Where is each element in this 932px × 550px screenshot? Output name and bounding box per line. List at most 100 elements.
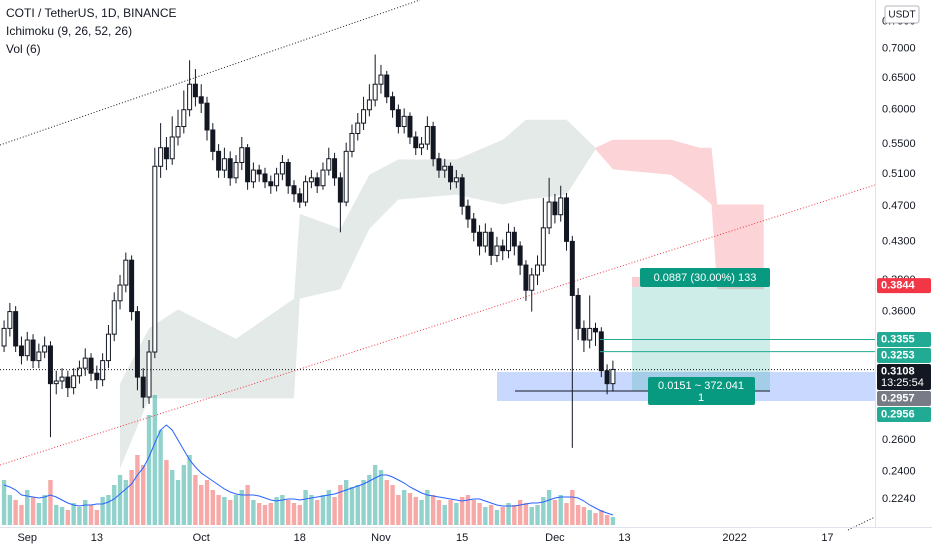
x-tick-label: Dec xyxy=(545,532,565,544)
y-tick-label: 0.5500 xyxy=(882,138,916,150)
candle-body xyxy=(314,177,320,187)
volume-bar xyxy=(181,465,187,525)
candle-body xyxy=(552,201,558,216)
candle-body xyxy=(419,143,425,149)
candle-body xyxy=(42,345,48,353)
cloud-bearish xyxy=(595,139,764,290)
candle-body xyxy=(436,158,442,171)
candle-body xyxy=(297,193,303,203)
candle-body xyxy=(378,74,384,85)
volume-bar xyxy=(117,475,123,525)
candle-body xyxy=(279,161,285,175)
candle-body xyxy=(401,115,407,128)
volume-bar xyxy=(593,513,598,525)
volume-bar xyxy=(367,475,372,525)
target-text: 0.0887 (30.00%) 133 xyxy=(654,272,757,284)
volume-bar xyxy=(141,465,146,525)
candle-body xyxy=(129,259,135,313)
volume-bar xyxy=(465,495,471,525)
countdown: 13:25:54 xyxy=(881,377,924,389)
volume-bar xyxy=(193,475,198,525)
volume-bar xyxy=(442,505,447,525)
volume-bar xyxy=(419,500,424,525)
volume-bar xyxy=(535,505,540,525)
candle-body xyxy=(256,169,262,175)
candle-body xyxy=(448,165,454,183)
candle-body xyxy=(395,109,401,128)
volume-bar xyxy=(390,485,395,525)
candle-body xyxy=(413,136,419,149)
volume-bar xyxy=(187,455,192,525)
candle-body xyxy=(192,83,198,98)
volume-bar xyxy=(407,493,413,525)
volume-bar xyxy=(558,495,563,525)
candle-body xyxy=(274,173,280,187)
volume-bar xyxy=(343,480,349,525)
symbol-title: COTI / TetherUS, 1D, BINANCE xyxy=(6,6,177,20)
x-tick-label: 17 xyxy=(821,532,833,544)
candle-body xyxy=(71,375,77,389)
y-tick-label: 0.4700 xyxy=(882,200,916,212)
candle-body xyxy=(569,240,575,296)
volume-bar xyxy=(355,485,360,525)
volume-bar xyxy=(42,495,47,525)
candle-body xyxy=(198,96,204,104)
volume-bar xyxy=(129,470,134,525)
volume-bar xyxy=(262,505,268,525)
candle-body xyxy=(482,231,488,247)
volume-bar xyxy=(349,487,355,525)
volume-bar xyxy=(83,500,88,525)
volume-bar xyxy=(471,500,476,525)
volume-bar xyxy=(512,505,517,525)
candle-body xyxy=(349,132,355,152)
candle-body xyxy=(593,327,599,333)
candle-body xyxy=(587,327,593,341)
volume-bar xyxy=(239,490,244,525)
volume-bar xyxy=(251,500,256,525)
x-tick-label: 2022 xyxy=(722,532,746,544)
volume-bar xyxy=(517,500,523,525)
volume-bar xyxy=(1,480,7,525)
candle-body xyxy=(169,136,175,160)
candle-body xyxy=(366,99,372,111)
candle-body xyxy=(453,177,459,183)
candle-body xyxy=(343,150,349,203)
price-label: 0.3108 xyxy=(881,365,915,377)
volume-bar xyxy=(459,497,465,525)
y-tick-label: 0.7000 xyxy=(882,43,916,55)
y-tick-label: 0.3600 xyxy=(882,305,916,317)
ichimoku-cloud xyxy=(120,119,764,469)
volume-bar xyxy=(48,480,53,525)
currency: USDT xyxy=(888,10,915,21)
volume-bar xyxy=(413,497,418,525)
volume-bar xyxy=(599,510,604,525)
candle-body xyxy=(163,147,169,160)
candle-body xyxy=(187,83,193,111)
candle-body xyxy=(36,351,42,362)
volume-bar xyxy=(297,505,302,525)
candle-body xyxy=(13,311,19,347)
price-label-box xyxy=(877,331,931,347)
price-label-box xyxy=(877,390,931,406)
candle-body xyxy=(308,177,314,183)
candle-body xyxy=(262,173,268,183)
candle-body xyxy=(1,327,7,347)
candle-body xyxy=(94,372,100,381)
volume-bar xyxy=(233,495,239,525)
candle-body xyxy=(285,161,291,187)
candle-body xyxy=(471,218,477,233)
entry-qty: 1 xyxy=(698,392,704,404)
candle-body xyxy=(123,259,129,286)
candle-body xyxy=(117,284,123,302)
volume-bar xyxy=(175,480,181,525)
candle-body xyxy=(558,197,564,216)
candle-body xyxy=(7,311,13,329)
volume-bar xyxy=(587,510,592,525)
candle-body xyxy=(494,245,500,256)
volume-bar xyxy=(604,515,610,525)
volume-bar xyxy=(54,505,59,525)
volume-bar xyxy=(326,490,331,525)
volume-bar xyxy=(245,485,250,525)
